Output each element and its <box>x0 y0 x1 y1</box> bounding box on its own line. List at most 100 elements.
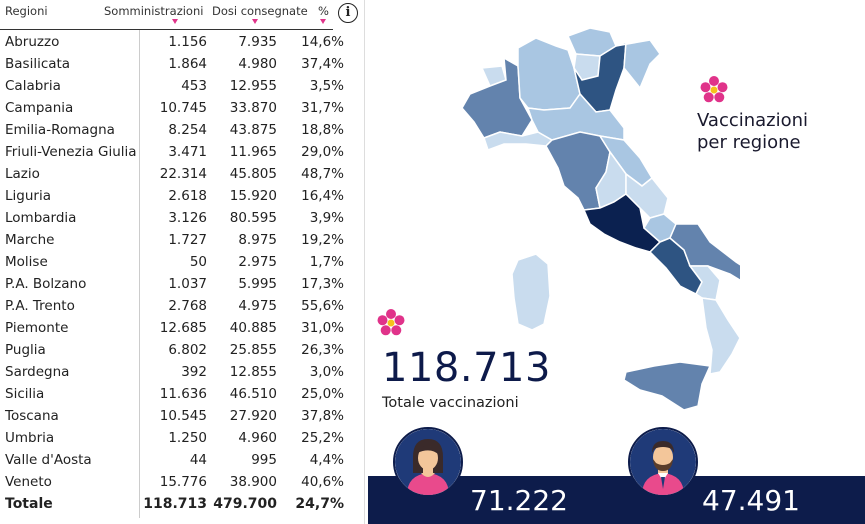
region-name: Basilicata <box>5 56 71 72</box>
percentage-value: 16,4% <box>301 188 344 204</box>
somministrazioni-value: 10.545 <box>159 408 207 424</box>
region-name: Marche <box>5 232 55 248</box>
dosi-value: 4.960 <box>238 430 277 446</box>
male-avatar-icon <box>628 427 698 497</box>
table-row[interactable]: Marche 1.727 8.975 19,2% <box>0 229 350 251</box>
table-row[interactable]: Friuli-Venezia Giulia 3.471 11.965 29,0% <box>0 141 350 163</box>
somministrazioni-value: 1.864 <box>168 56 207 72</box>
region-emilia-romagna[interactable] <box>526 92 625 141</box>
table-row[interactable]: Umbria 1.250 4.960 25,2% <box>0 427 350 449</box>
percentage-value: 17,3% <box>301 276 344 292</box>
table-row[interactable]: Toscana 10.545 27.920 37,8% <box>0 405 350 427</box>
info-icon[interactable]: i <box>338 3 358 23</box>
somministrazioni-value: 15.776 <box>159 474 207 490</box>
region-name: Friuli-Venezia Giulia <box>5 144 137 160</box>
region-name: Puglia <box>5 342 46 358</box>
percentage-value: 24,7% <box>295 496 344 512</box>
table-row[interactable]: Sardegna 392 12.855 3,0% <box>0 361 350 383</box>
table-row[interactable]: Veneto 15.776 38.900 40,6% <box>0 471 350 493</box>
somministrazioni-value: 1.156 <box>168 34 207 50</box>
header-divider <box>0 29 333 30</box>
somministrazioni-value: 453 <box>181 78 207 94</box>
column-header-somministrazioni-label: Somministrazioni <box>104 4 204 18</box>
somministrazioni-value: 3.471 <box>168 144 207 160</box>
table-row[interactable]: P.A. Trento 2.768 4.975 55,6% <box>0 295 350 317</box>
female-avatar-icon <box>393 427 463 497</box>
somministrazioni-value: 3.126 <box>168 210 207 226</box>
dosi-value: 7.935 <box>238 34 277 50</box>
table-row[interactable]: Valle d'Aosta 44 995 4,4% <box>0 449 350 471</box>
region-name: Veneto <box>5 474 52 490</box>
table-row[interactable]: Piemonte 12.685 40.885 31,0% <box>0 317 350 339</box>
table-row[interactable]: Lombardia 3.126 80.595 3,9% <box>0 207 350 229</box>
region-name: Toscana <box>5 408 59 424</box>
flower-icon <box>700 76 728 103</box>
column-header-region[interactable]: Regioni <box>5 4 48 18</box>
region-name: P.A. Trento <box>5 298 75 314</box>
column-header-dosi[interactable]: Dosi consegnate <box>212 4 308 24</box>
dosi-value: 12.855 <box>229 364 277 380</box>
table-row[interactable]: Liguria 2.618 15.920 16,4% <box>0 185 350 207</box>
percentage-value: 25,0% <box>301 386 344 402</box>
table-row[interactable]: Molise 50 2.975 1,7% <box>0 251 350 273</box>
table-row[interactable]: Puglia 6.802 25.855 26,3% <box>0 339 350 361</box>
table-row[interactable]: Lazio 22.314 45.805 48,7% <box>0 163 350 185</box>
percentage-value: 31,7% <box>301 100 344 116</box>
region-sicilia[interactable] <box>623 361 712 411</box>
percentage-value: 4,4% <box>309 452 344 468</box>
table-row[interactable]: Calabria 453 12.955 3,5% <box>0 75 350 97</box>
table-row[interactable]: Sicilia 11.636 46.510 25,0% <box>0 383 350 405</box>
somministrazioni-value: 10.745 <box>159 100 207 116</box>
region-calabria[interactable] <box>701 297 741 375</box>
flower-icon <box>377 309 405 336</box>
table-total-row[interactable]: Totale 118.713 479.700 24,7% <box>0 493 350 515</box>
percentage-value: 37,8% <box>301 408 344 424</box>
dosi-value: 5.995 <box>238 276 277 292</box>
somministrazioni-value: 1.037 <box>168 276 207 292</box>
somministrazioni-value: 2.768 <box>168 298 207 314</box>
table-row[interactable]: Abruzzo 1.156 7.935 14,6% <box>0 31 350 53</box>
column-header-dosi-label: Dosi consegnate <box>212 4 308 18</box>
table-row[interactable]: P.A. Bolzano 1.037 5.995 17,3% <box>0 273 350 295</box>
region-name: P.A. Bolzano <box>5 276 87 292</box>
percentage-value: 1,7% <box>309 254 344 270</box>
sort-arrow-icon[interactable] <box>172 19 178 24</box>
men-count: 47.491 <box>702 484 800 517</box>
table-row[interactable]: Campania 10.745 33.870 31,7% <box>0 97 350 119</box>
percentage-value: 48,7% <box>301 166 344 182</box>
map-title: Vaccinazioni per regione <box>697 110 808 154</box>
region-name: Molise <box>5 254 48 270</box>
region-lombardia[interactable] <box>517 37 581 111</box>
dosi-value: 4.980 <box>238 56 277 72</box>
table-header: Regioni Somministrazioni Dosi consegnate… <box>0 0 364 30</box>
region-sardegna[interactable] <box>511 253 551 331</box>
percentage-value: 40,6% <box>301 474 344 490</box>
region-name: Valle d'Aosta <box>5 452 92 468</box>
somministrazioni-value: 50 <box>189 254 207 270</box>
dosi-value: 4.975 <box>238 298 277 314</box>
region-friuli[interactable] <box>615 39 661 90</box>
somministrazioni-value: 11.636 <box>159 386 207 402</box>
dosi-value: 2.975 <box>238 254 277 270</box>
percentage-value: 29,0% <box>301 144 344 160</box>
somministrazioni-value: 1.727 <box>168 232 207 248</box>
table-row[interactable]: Emilia-Romagna 8.254 43.875 18,8% <box>0 119 350 141</box>
sort-arrow-icon[interactable] <box>320 19 326 24</box>
percentage-value: 19,2% <box>301 232 344 248</box>
dosi-value: 38.900 <box>229 474 277 490</box>
column-header-pct[interactable]: % <box>318 4 329 24</box>
region-name: Sardegna <box>5 364 70 380</box>
region-name: Emilia-Romagna <box>5 122 115 138</box>
total-vaccinations-label: Totale vaccinazioni <box>382 395 519 411</box>
region-name: Umbria <box>5 430 55 446</box>
vaccination-table: Regioni Somministrazioni Dosi consegnate… <box>0 0 364 524</box>
percentage-value: 25,2% <box>301 430 344 446</box>
sort-arrow-icon[interactable] <box>252 19 258 24</box>
somministrazioni-value: 22.314 <box>159 166 207 182</box>
table-row[interactable]: Basilicata 1.864 4.980 37,4% <box>0 53 350 75</box>
percentage-value: 14,6% <box>301 34 344 50</box>
region-name: Abruzzo <box>5 34 60 50</box>
column-header-somministrazioni[interactable]: Somministrazioni <box>104 4 204 24</box>
region-name: Lazio <box>5 166 40 182</box>
percentage-value: 26,3% <box>301 342 344 358</box>
